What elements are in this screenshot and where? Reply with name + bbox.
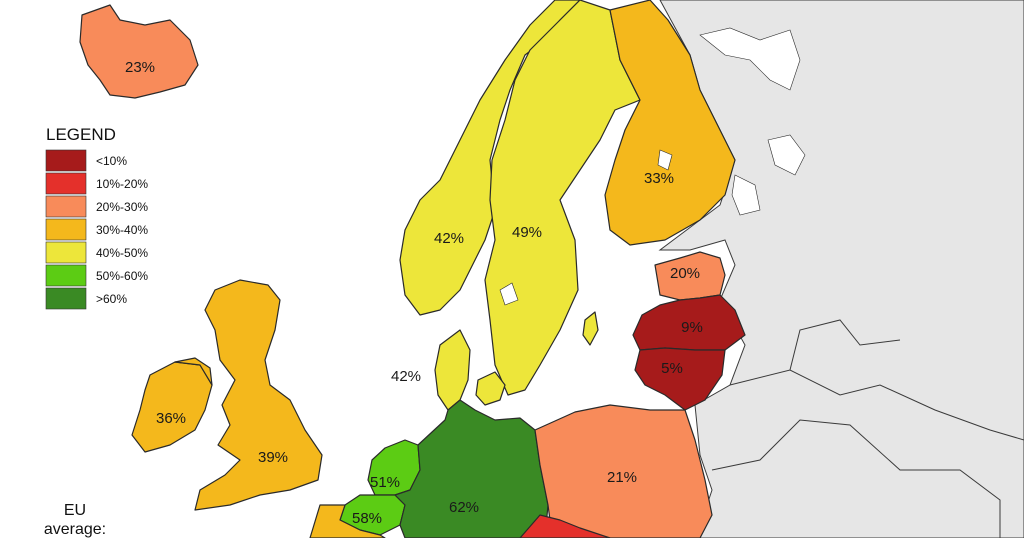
gotland xyxy=(582,311,599,346)
legend-label: <10% xyxy=(96,154,127,168)
legend-item: 50%-60% xyxy=(45,264,148,287)
legend-label: 10%-20% xyxy=(96,177,148,191)
legend-swatch xyxy=(45,149,87,172)
legend-label: 30%-40% xyxy=(96,223,148,237)
label-ireland: 36% xyxy=(156,410,186,427)
legend-item: >60% xyxy=(45,287,127,310)
legend-item: 20%-30% xyxy=(45,195,148,218)
legend-label: >60% xyxy=(96,292,127,306)
legend-swatch xyxy=(45,264,87,287)
label-sweden: 49% xyxy=(512,224,542,241)
denmark-islands xyxy=(475,371,506,406)
label-uk: 39% xyxy=(258,449,288,466)
finland-lake xyxy=(657,149,673,171)
label-lithuania: 5% xyxy=(661,360,683,377)
uk xyxy=(194,279,323,511)
label-germany: 62% xyxy=(449,499,479,516)
legend-swatch xyxy=(45,195,87,218)
uk-northern-ireland xyxy=(174,357,213,386)
label-estonia: 20% xyxy=(670,265,700,282)
legend-label: 40%-50% xyxy=(96,246,148,260)
poland xyxy=(534,404,713,538)
legend-swatch xyxy=(45,218,87,241)
estonia xyxy=(654,251,726,301)
eu-average-line1: EU xyxy=(64,502,86,519)
label-netherlands: 51% xyxy=(370,474,400,491)
label-norway: 42% xyxy=(434,230,464,247)
legend-item: 30%-40% xyxy=(45,218,148,241)
onega-lake xyxy=(731,174,761,216)
belarus-east-border xyxy=(789,319,901,371)
legend-label: 20%-30% xyxy=(96,200,148,214)
label-poland: 21% xyxy=(607,469,637,486)
finland xyxy=(604,0,736,246)
legend-swatch xyxy=(45,172,87,195)
label-latvia: 9% xyxy=(681,319,703,336)
legend-item: 40%-50% xyxy=(45,241,148,264)
country-labels: 23% 42% 49% 33% 20% 9% 5% 42% 36% 39% 51… xyxy=(125,59,703,527)
label-finland: 33% xyxy=(644,170,674,187)
legend-swatch xyxy=(45,241,87,264)
white-sea xyxy=(699,27,801,91)
legend-title: LEGEND xyxy=(46,125,116,144)
ladoga-lake xyxy=(767,134,806,176)
sweden xyxy=(484,0,641,396)
iceland xyxy=(79,4,199,99)
label-denmark: 42% xyxy=(391,368,421,385)
france xyxy=(309,504,386,538)
countries xyxy=(79,0,746,538)
ukraine-border xyxy=(711,419,1001,538)
legend-item: <10% xyxy=(45,149,127,172)
eu-average: EU average: xyxy=(44,502,106,538)
legend-item: 10%-20% xyxy=(45,172,148,195)
legend: LEGEND <10% 10%-20% 20%-30% 30%-40% 40%-… xyxy=(45,125,148,310)
legend-swatch xyxy=(45,287,87,310)
eu-average-line2: average: xyxy=(44,521,106,538)
lithuania xyxy=(634,347,726,411)
label-belgium: 58% xyxy=(352,510,382,527)
sweden-lake xyxy=(499,282,519,306)
label-iceland: 23% xyxy=(125,59,155,76)
czechia xyxy=(519,514,611,538)
legend-label: 50%-60% xyxy=(96,269,148,283)
